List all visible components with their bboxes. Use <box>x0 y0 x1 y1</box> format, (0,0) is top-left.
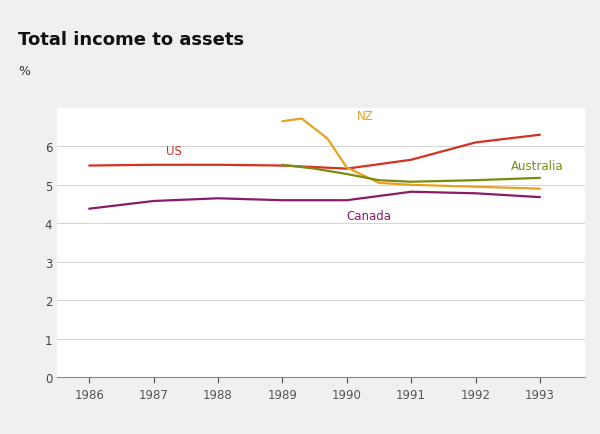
Text: NZ: NZ <box>356 110 373 123</box>
Text: US: US <box>166 145 182 158</box>
Text: %: % <box>18 66 30 78</box>
Text: Canada: Canada <box>347 209 392 222</box>
Text: Australia: Australia <box>511 160 563 173</box>
Text: Total income to assets: Total income to assets <box>18 30 244 49</box>
